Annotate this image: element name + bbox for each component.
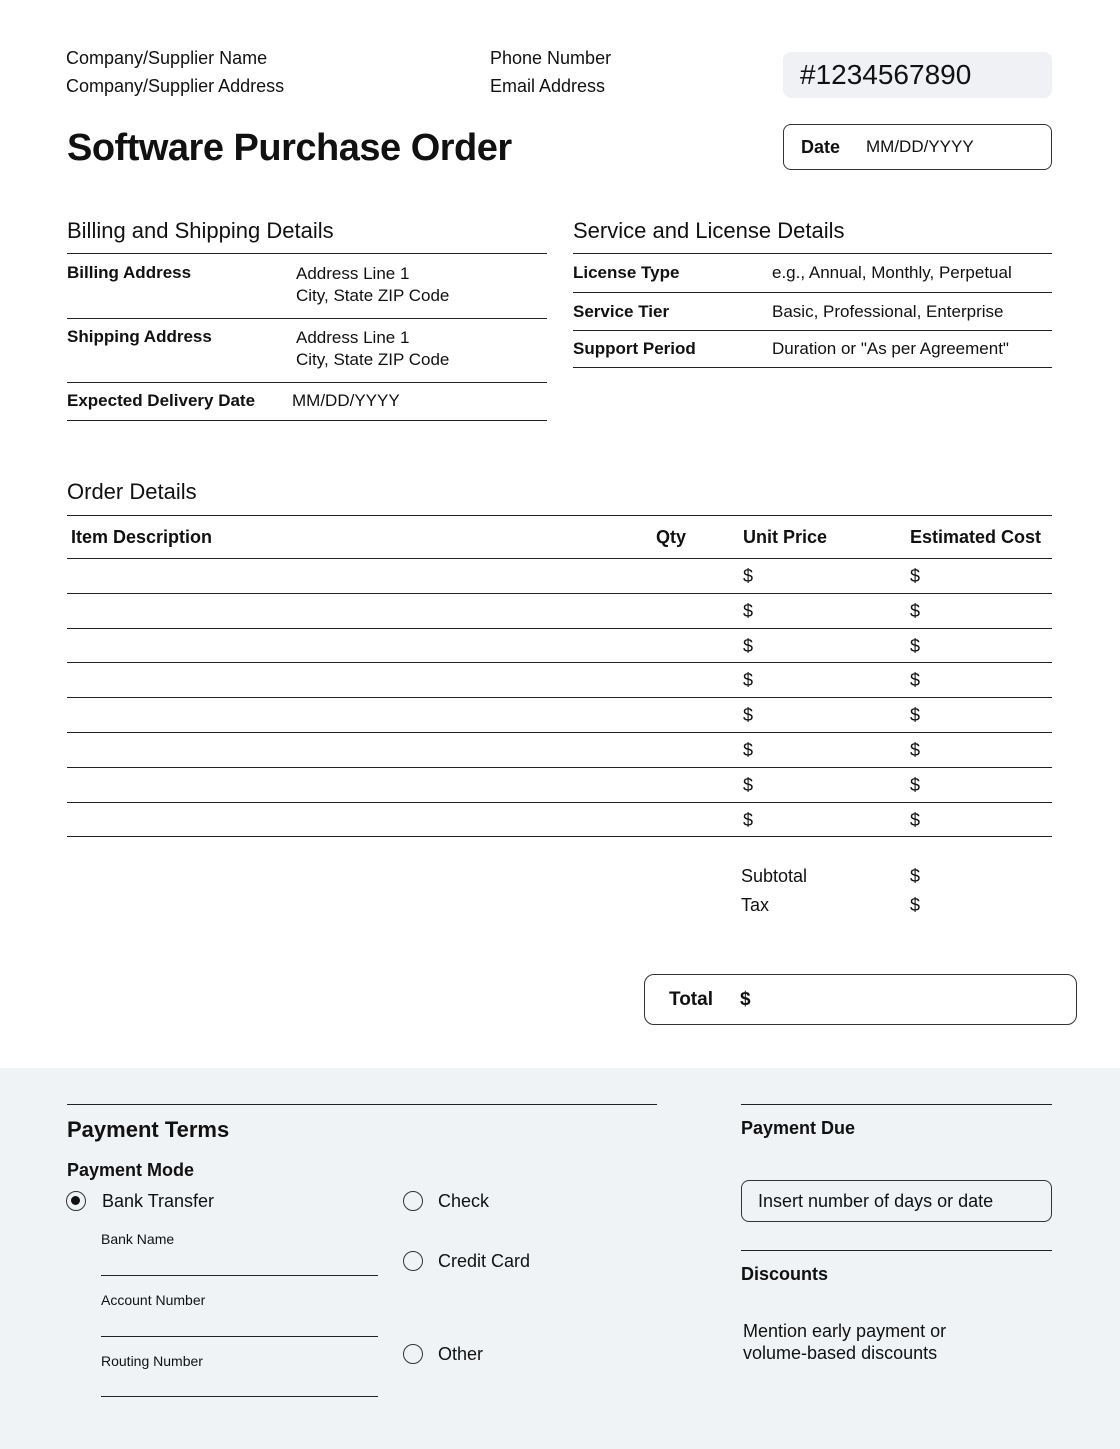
- date-field[interactable]: Date MM/DD/YYYY: [783, 124, 1052, 170]
- estimated-cost-cell[interactable]: $: [910, 635, 921, 656]
- estimated-cost-cell[interactable]: $: [910, 740, 921, 760]
- unit-price-cell[interactable]: $: [743, 774, 754, 795]
- tax-value: $: [910, 895, 921, 915]
- date-label: Date: [801, 137, 841, 157]
- phone: Phone Number: [490, 48, 612, 68]
- bank-name-field[interactable]: [101, 1275, 378, 1276]
- table-row-divider: [67, 801, 1052, 803]
- tax-label: Tax: [741, 895, 770, 915]
- account-number-label: Account Number: [101, 1292, 206, 1308]
- unit-price-cell[interactable]: $: [743, 670, 754, 691]
- service-tier-label: Service Tier: [573, 302, 670, 321]
- delivery-date-label: Expected Delivery Date: [67, 391, 256, 410]
- subtotal-value: $: [910, 866, 921, 886]
- table-row-divider: [67, 662, 1052, 664]
- payment-due-label: Payment Due: [741, 1118, 856, 1138]
- payment-mode-label: Payment Mode: [67, 1160, 195, 1180]
- other-label: Other: [438, 1344, 484, 1364]
- date-value: MM/DD/YYYY: [866, 137, 974, 156]
- billing-heading: Billing and Shipping Details: [67, 218, 334, 243]
- table-row-divider: [67, 732, 1052, 733]
- bank-transfer-label: Bank Transfer: [102, 1191, 215, 1211]
- table-row-divider: [67, 627, 1052, 629]
- col-unit-price: Unit Price: [743, 527, 828, 547]
- account-number-field[interactable]: [101, 1336, 378, 1337]
- total-box[interactable]: Total $: [644, 974, 1077, 1025]
- payment-terms-heading: Payment Terms: [67, 1117, 230, 1142]
- estimated-cost-cell[interactable]: $: [910, 600, 921, 621]
- company-address: Company/Supplier Address: [66, 76, 285, 96]
- table-row-divider: [67, 592, 1052, 594]
- unit-price-cell[interactable]: $: [743, 566, 754, 586]
- payment-due-input[interactable]: Insert number of days or date: [741, 1180, 1052, 1222]
- discounts-line2: volume-based discounts: [743, 1343, 938, 1363]
- service-tier-value: Basic, Professional, Enterprise: [772, 302, 1004, 321]
- table-row-divider: [67, 766, 1052, 768]
- estimated-cost-cell[interactable]: $: [910, 670, 921, 691]
- other-radio[interactable]: [403, 1344, 423, 1364]
- unit-price-cell[interactable]: $: [743, 809, 754, 830]
- support-period-label: Support Period: [573, 339, 696, 358]
- page-title: Software Purchase Order: [67, 127, 512, 169]
- shipping-line1: Address Line 1: [296, 328, 410, 347]
- col-qty: Qty: [656, 527, 687, 547]
- routing-number-label: Routing Number: [101, 1353, 203, 1369]
- po-number: #1234567890: [783, 52, 1052, 98]
- company-name: Company/Supplier Name: [66, 48, 268, 68]
- bank-transfer-radio[interactable]: [66, 1191, 86, 1211]
- order-heading: Order Details: [67, 479, 197, 504]
- table-row-divider: [67, 836, 1052, 838]
- col-estimated-cost: Estimated Cost: [910, 527, 1042, 547]
- col-item-description: Item Description: [71, 527, 213, 547]
- billing-line1: Address Line 1: [296, 264, 410, 283]
- service-heading: Service and License Details: [573, 218, 845, 243]
- check-radio[interactable]: [403, 1191, 423, 1211]
- credit-card-radio[interactable]: [403, 1251, 423, 1271]
- estimated-cost-cell[interactable]: $: [910, 774, 921, 795]
- unit-price-cell[interactable]: $: [743, 740, 754, 760]
- unit-price-cell[interactable]: $: [743, 635, 754, 656]
- discounts-line1: Mention early payment or: [743, 1321, 947, 1341]
- total-label: Total: [669, 989, 713, 1010]
- email: Email Address: [490, 76, 606, 96]
- discounts-label: Discounts: [741, 1264, 829, 1284]
- billing-address-label: Billing Address: [67, 263, 192, 282]
- license-type-label: License Type: [573, 263, 680, 282]
- estimated-cost-cell[interactable]: $: [910, 809, 921, 830]
- billing-line2: City, State ZIP Code: [296, 286, 450, 305]
- credit-card-label: Credit Card: [438, 1251, 531, 1271]
- table-row-divider: [67, 697, 1052, 699]
- estimated-cost-cell[interactable]: $: [910, 705, 921, 726]
- estimated-cost-cell[interactable]: $: [910, 566, 921, 586]
- shipping-address-label: Shipping Address: [67, 327, 212, 346]
- shipping-line2: City, State ZIP Code: [296, 350, 450, 369]
- payment-panel: [0, 1068, 1120, 1449]
- delivery-date-value: MM/DD/YYYY: [292, 391, 400, 410]
- total-value: $: [740, 989, 751, 1010]
- subtotal-label: Subtotal: [741, 866, 808, 886]
- bank-name-label: Bank Name: [101, 1231, 175, 1247]
- support-period-value: Duration or "As per Agreement": [772, 339, 1009, 358]
- unit-price-cell[interactable]: $: [743, 705, 754, 726]
- routing-number-field[interactable]: [101, 1396, 378, 1397]
- unit-price-cell[interactable]: $: [743, 600, 754, 621]
- license-type-value: e.g., Annual, Monthly, Perpetual: [772, 263, 1012, 282]
- check-label: Check: [438, 1191, 490, 1211]
